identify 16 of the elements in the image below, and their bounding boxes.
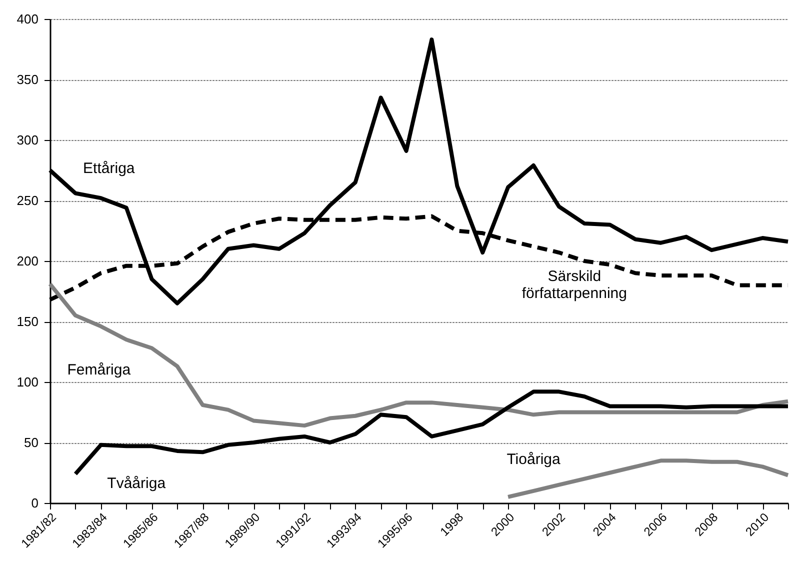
line-series [48, 282, 790, 428]
series-label: Ettåriga [83, 160, 136, 178]
y-tick-label: 300 [16, 132, 38, 148]
line-series [73, 390, 790, 476]
y-tick-label: 350 [16, 72, 38, 87]
y-tick-label: 50 [24, 435, 38, 450]
y-tick-label: 0 [31, 496, 38, 510]
series-label: Tioåriga [506, 450, 561, 468]
y-tick-label: 100 [16, 374, 38, 390]
y-tick-label: 400 [16, 12, 38, 26]
y-tick-label: 200 [16, 254, 38, 268]
y-tick-label: 150 [16, 314, 38, 329]
series-label: Särskild författarpenning [522, 268, 627, 302]
series-label: Tvååriga [107, 475, 166, 492]
series-label: Femåriga [67, 361, 132, 378]
y-tick-label: 250 [16, 193, 38, 208]
